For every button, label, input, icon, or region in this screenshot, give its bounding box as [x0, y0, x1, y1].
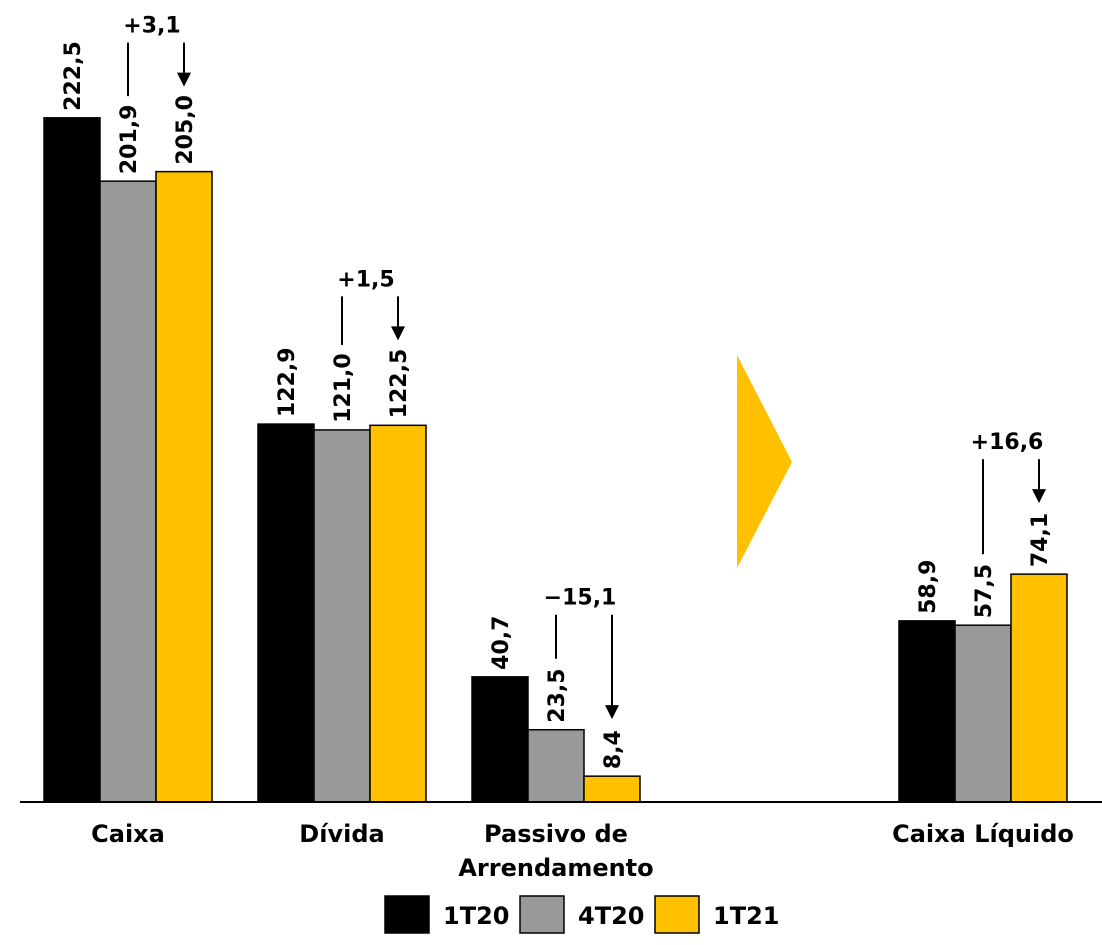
value-label: 205,0: [173, 95, 198, 165]
change-arrow-icon: [391, 326, 405, 341]
bar-1t21-2: [583, 775, 641, 803]
legend-swatch-1t20: [384, 895, 430, 934]
change-arrow-icon: [177, 72, 191, 87]
value-label: 222,5: [61, 41, 86, 111]
category-label: Caixa: [91, 820, 165, 848]
value-label: 122,5: [387, 349, 412, 419]
bar-1t20-3: [898, 620, 956, 803]
bars-layer: [43, 117, 1068, 803]
legend-label: 1T20: [443, 902, 509, 930]
legend-label: 1T21: [713, 902, 779, 930]
legend-swatch-4t20: [519, 895, 565, 934]
value-label: 23,5: [545, 668, 570, 722]
category-label: Dívida: [299, 820, 384, 848]
bar-1t20-0: [43, 117, 101, 803]
change-label: −15,1: [544, 586, 617, 611]
value-labels-layer: 222,5 201,9 205,0 122,9 121,0 122,5 40,7 23,5 8,…: [61, 41, 1053, 769]
value-label: 40,7: [489, 616, 514, 670]
flow-arrow-icon: [737, 355, 792, 568]
bar-1t21-3: [1010, 573, 1068, 803]
category-label: Passivo de: [484, 820, 628, 848]
bar-1t20-1: [257, 423, 315, 803]
bar-1t20-2: [471, 676, 529, 803]
legend-label: 4T20: [578, 902, 644, 930]
bar-1t21-1: [369, 424, 427, 803]
value-label: 122,9: [275, 347, 300, 417]
change-arrow-icon: [605, 705, 619, 720]
value-label: 8,4: [601, 730, 626, 769]
bar-4t20-1: [313, 429, 371, 803]
bar-4t20-0: [99, 180, 157, 803]
legend-swatch-1t21: [654, 895, 700, 934]
change-label: +1,5: [337, 267, 394, 292]
bar-4t20-2: [527, 728, 585, 803]
bar-1t21-0: [155, 170, 213, 803]
change-label: +3,1: [123, 14, 180, 39]
category-label: Arrendamento: [458, 854, 653, 882]
change-arrow-icon: [1032, 489, 1046, 504]
category-label: Caixa Líquido: [892, 820, 1074, 848]
value-label: 57,5: [972, 564, 997, 618]
bar-4t20-3: [954, 624, 1012, 803]
annotations-layer: +3,1 +1,5 −15,1 +16,6: [123, 14, 1046, 720]
category-labels-layer: Caixa Dívida Passivo de Arrendamento Caixa L…: [91, 820, 1074, 882]
value-label: 201,9: [117, 105, 142, 175]
value-label: 58,9: [916, 560, 941, 614]
value-label: 74,1: [1028, 513, 1053, 567]
legend: 1T20 4T20 1T21: [384, 895, 779, 934]
value-label: 121,0: [331, 353, 356, 423]
change-label: +16,6: [971, 430, 1044, 455]
